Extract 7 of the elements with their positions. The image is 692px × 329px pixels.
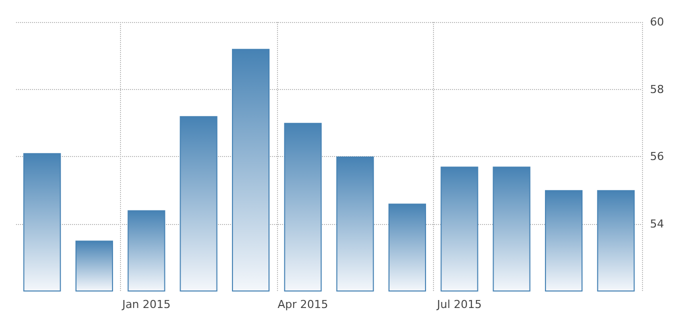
x-tick-label: Jul 2015 — [436, 298, 482, 311]
y-tick-label: 54 — [650, 217, 664, 230]
y-tick-label: 58 — [650, 82, 664, 96]
x-tick-label: Apr 2015 — [278, 298, 328, 311]
x-tick-label: Jan 2015 — [121, 298, 171, 311]
y-tick-label: 56 — [650, 150, 664, 163]
y-tick-label: 60 — [650, 16, 664, 28]
